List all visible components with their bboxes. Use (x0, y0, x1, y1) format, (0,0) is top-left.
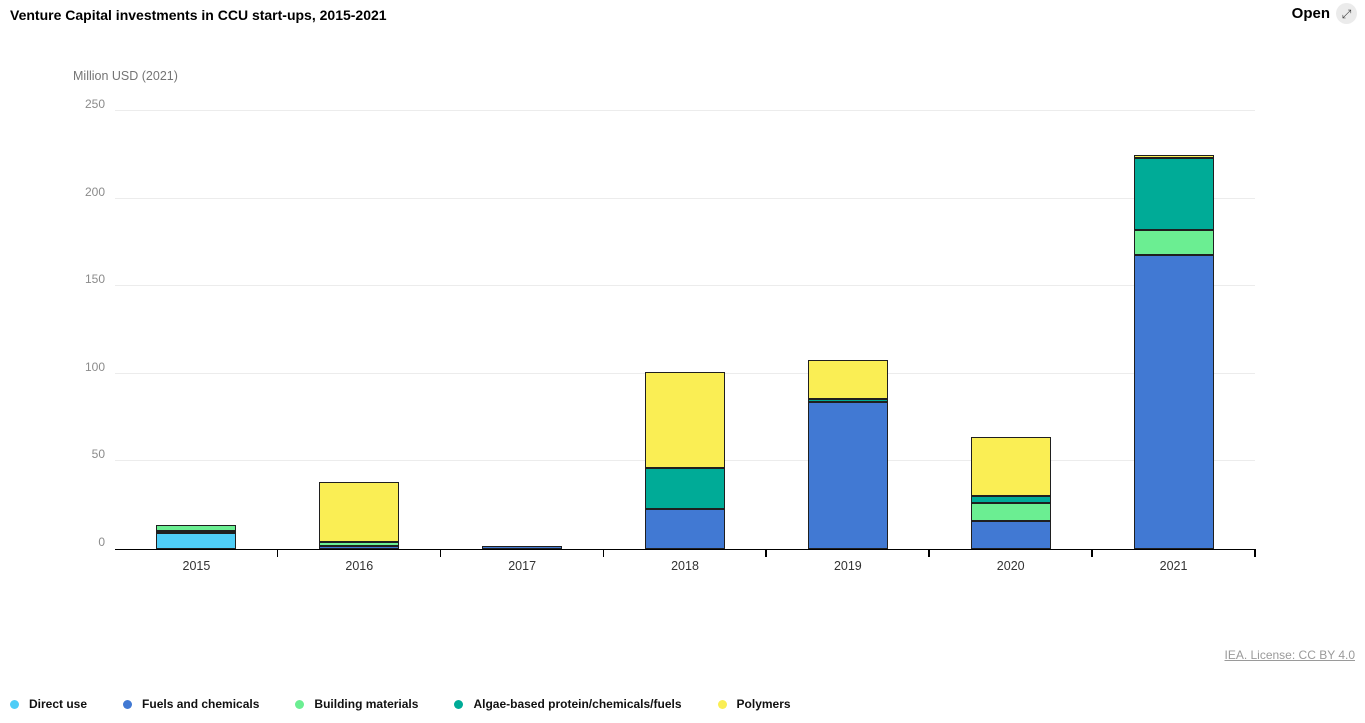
bar-segment-2015-direct-use[interactable] (156, 533, 236, 549)
y-tick-label-100: 100 (57, 360, 105, 374)
y-tick-label-150: 150 (57, 272, 105, 286)
x-axis-tick (1091, 549, 1093, 557)
bar-segment-2017-fuels-and-chemicals[interactable] (482, 546, 562, 549)
bar-segment-2021-building-materials[interactable] (1134, 230, 1214, 255)
page-title: Venture Capital investments in CCU start… (10, 7, 387, 23)
x-tick-label-2016: 2016 (319, 559, 399, 573)
legend-item-direct-use[interactable]: Direct use (10, 697, 87, 711)
legend-item-building-materials[interactable]: Building materials (295, 697, 418, 711)
x-axis-tick (765, 549, 767, 557)
gridline-y-200 (115, 198, 1255, 199)
legend-item-fuels-and-chemicals[interactable]: Fuels and chemicals (123, 697, 259, 711)
x-axis-tick (1254, 549, 1256, 557)
x-tick-label-2020: 2020 (971, 559, 1051, 573)
bar-segment-2021-algae-based-protein-chemicals-fuels[interactable] (1134, 158, 1214, 230)
legend-color-dot (295, 700, 304, 709)
legend-item-polymers[interactable]: Polymers (718, 697, 791, 711)
x-tick-label-2015: 2015 (156, 559, 236, 573)
x-axis-tick (928, 549, 930, 557)
x-tick-label-2018: 2018 (645, 559, 725, 573)
bar-segment-2018-algae-based-protein-chemicals-fuels[interactable] (645, 468, 725, 508)
legend-label: Fuels and chemicals (142, 697, 259, 711)
x-axis-tick (440, 549, 442, 557)
legend-item-algae-based-protein-chemicals-fuels[interactable]: Algae-based protein/chemicals/fuels (454, 697, 681, 711)
bar-segment-2019-algae-based-protein-chemicals-fuels[interactable] (808, 399, 888, 402)
x-tick-label-2021: 2021 (1134, 559, 1214, 573)
gridline-y-250 (115, 110, 1255, 111)
legend-label: Polymers (737, 697, 791, 711)
x-tick-label-2019: 2019 (808, 559, 888, 573)
gridline-y-150 (115, 285, 1255, 286)
y-tick-label-200: 200 (57, 185, 105, 199)
bar-segment-2016-fuels-and-chemicals[interactable] (319, 546, 399, 550)
legend-label: Direct use (29, 697, 87, 711)
expand-external-icon[interactable]: ⤢ (1336, 3, 1357, 24)
chart-legend: Direct use Fuels and chemicals Building ma… (10, 697, 791, 711)
bar-segment-2021-polymers[interactable] (1134, 155, 1214, 159)
license-link[interactable]: IEA. License: CC BY 4.0 (1224, 648, 1355, 662)
legend-label: Algae-based protein/chemicals/fuels (473, 697, 681, 711)
bar-segment-2021-fuels-and-chemicals[interactable] (1134, 255, 1214, 549)
bar-segment-2020-polymers[interactable] (971, 437, 1051, 496)
open-button-label: Open (1292, 5, 1330, 22)
bar-segment-2020-building-materials[interactable] (971, 503, 1051, 521)
legend-color-dot (123, 700, 132, 709)
x-tick-label-2017: 2017 (482, 559, 562, 573)
bar-segment-2019-polymers[interactable] (808, 360, 888, 399)
bar-segment-2020-algae-based-protein-chemicals-fuels[interactable] (971, 496, 1051, 504)
x-axis-tick (277, 549, 279, 557)
y-tick-label-50: 50 (57, 447, 105, 461)
bar-segment-2015-fuels-and-chemicals[interactable] (156, 531, 236, 534)
y-axis-unit-label: Million USD (2021) (73, 69, 178, 83)
x-axis-tick (603, 549, 605, 557)
bar-segment-2020-fuels-and-chemicals[interactable] (971, 521, 1051, 549)
y-tick-label-0: 0 (57, 535, 105, 549)
open-button[interactable]: Open ⤢ (1292, 3, 1357, 24)
bar-segment-2015-building-materials[interactable] (156, 525, 236, 530)
legend-color-dot (454, 700, 463, 709)
bar-segment-2016-polymers[interactable] (319, 482, 399, 542)
legend-color-dot (10, 700, 19, 709)
bar-segment-2019-fuels-and-chemicals[interactable] (808, 402, 888, 549)
bar-segment-2016-building-materials[interactable] (319, 542, 399, 546)
legend-color-dot (718, 700, 727, 709)
bar-segment-2018-fuels-and-chemicals[interactable] (645, 509, 725, 549)
chart-page: Venture Capital investments in CCU start… (0, 0, 1365, 723)
y-tick-label-250: 250 (57, 97, 105, 111)
bar-segment-2018-polymers[interactable] (645, 372, 725, 468)
plot-area: 0501001502002502015201620172018201920202… (115, 112, 1255, 550)
legend-label: Building materials (314, 697, 418, 711)
